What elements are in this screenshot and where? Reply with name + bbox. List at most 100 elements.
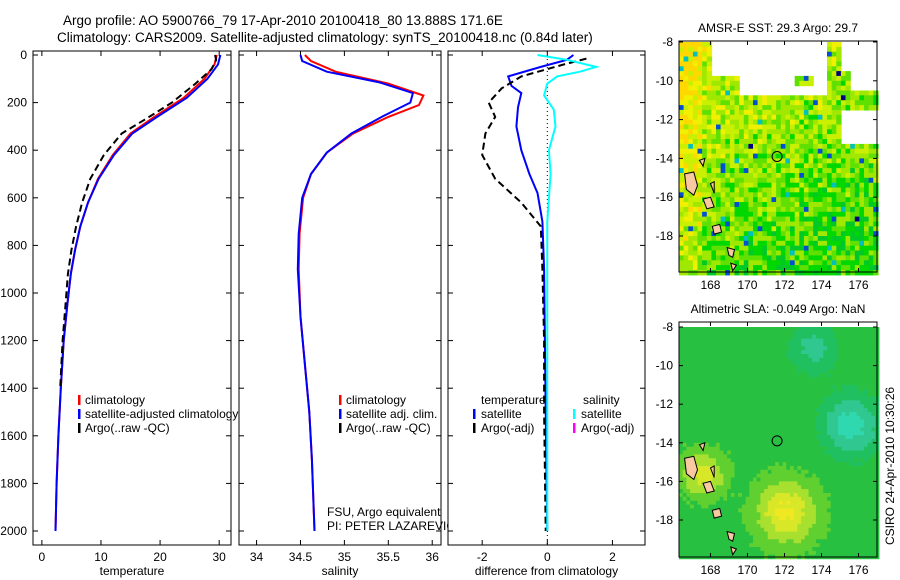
sla-cell [845, 373, 850, 378]
sla-cell [867, 442, 872, 448]
sla-cell [793, 408, 798, 413]
sla-cell [790, 504, 795, 510]
sla-cell [749, 496, 754, 502]
sst-cell [785, 148, 791, 155]
sst-cell [725, 206, 731, 213]
sst-cell [757, 173, 763, 179]
sla-cell [760, 493, 765, 498]
sst-cell [864, 177, 870, 184]
sla-cell [775, 469, 780, 475]
sla-cell [745, 350, 750, 355]
sla-cell [760, 450, 765, 455]
sla-cell [815, 357, 821, 363]
sst-cell [692, 105, 699, 111]
sla-cell [682, 388, 687, 394]
sla-cell [790, 388, 795, 394]
sst-cell [799, 163, 805, 169]
sst-cell [845, 143, 851, 150]
sla-cell [682, 361, 687, 367]
sla-cell [756, 327, 761, 332]
sst-cell [868, 105, 874, 111]
sla-cell [804, 504, 810, 510]
sla-cell [845, 438, 850, 444]
sst-cell [868, 182, 874, 189]
sla-cell [852, 330, 858, 336]
sla-cell [771, 354, 776, 359]
sst-cell [683, 153, 689, 159]
sla-cell [778, 330, 784, 336]
sla-cell [845, 523, 850, 529]
figure-title-line2: Climatology: CARS2009. Satellite-adjuste… [57, 30, 593, 45]
sst-cell [771, 211, 777, 218]
sla-cell [830, 415, 835, 421]
sst-cell [831, 134, 837, 140]
sla-cell [741, 381, 747, 386]
sla-cell [712, 365, 717, 371]
sst-cell [729, 85, 736, 92]
sla-cell [712, 423, 717, 428]
sla-cell [830, 381, 835, 386]
sst-cell [679, 226, 685, 232]
sla-cell [730, 473, 736, 479]
sst-cell [850, 265, 856, 271]
sla-cell [797, 338, 802, 344]
sla-cell [682, 415, 687, 421]
sst-cell [692, 236, 699, 242]
sla-cell [812, 334, 817, 340]
sst-cell [766, 129, 773, 135]
sst-cell [808, 216, 814, 222]
sst-cell [794, 168, 800, 174]
sst-cell [729, 187, 736, 193]
sst-cell [711, 221, 717, 227]
sst-cell [716, 119, 722, 125]
sla-cell [834, 496, 839, 502]
sla-cell [808, 404, 813, 409]
sla-cell [723, 423, 728, 428]
sla-cell [697, 516, 702, 521]
sla-cell [827, 496, 832, 502]
sst-cell [776, 153, 782, 159]
sst-cell [873, 245, 879, 252]
sla-cell [767, 458, 773, 463]
sla-cell [741, 469, 747, 475]
sst-cell [836, 143, 842, 150]
sla-cell [734, 550, 739, 556]
sst-cell [711, 245, 717, 252]
sst-cell [743, 270, 750, 276]
sst-cell [803, 80, 810, 87]
sla-cell [775, 419, 780, 425]
sst-cell [702, 226, 708, 232]
sla-cell [734, 458, 739, 463]
sst-cell [817, 129, 824, 135]
sla-cell [841, 508, 847, 513]
sla-cell [852, 392, 858, 398]
sla-cell [767, 431, 773, 436]
sla-cell [716, 438, 721, 444]
sst-cell [822, 124, 828, 130]
sla-cell [708, 373, 713, 378]
sla-cell [860, 450, 865, 455]
sst-cell [702, 46, 708, 53]
sla-cell [808, 400, 813, 405]
sst-cell [734, 197, 740, 203]
sla-cell [849, 396, 854, 401]
sla-cell [741, 350, 747, 355]
sla-cell [719, 404, 724, 409]
sla-cell [786, 438, 791, 444]
sst-cell [739, 100, 745, 106]
sla-cell [723, 419, 728, 425]
sla-cell [753, 365, 758, 371]
sla-cell [841, 438, 847, 444]
sst-cell [790, 255, 796, 261]
sla-cell [834, 523, 839, 529]
sst-cell [711, 100, 717, 106]
sst-cell [776, 226, 782, 232]
sla-cell [801, 473, 806, 479]
sla-cell [767, 462, 773, 467]
sla-cell [823, 473, 828, 479]
sla-cell [708, 500, 713, 506]
sla-cell [830, 327, 835, 332]
sst-cell [827, 216, 833, 222]
sla-cell [738, 543, 743, 548]
sla-cell [734, 392, 739, 398]
